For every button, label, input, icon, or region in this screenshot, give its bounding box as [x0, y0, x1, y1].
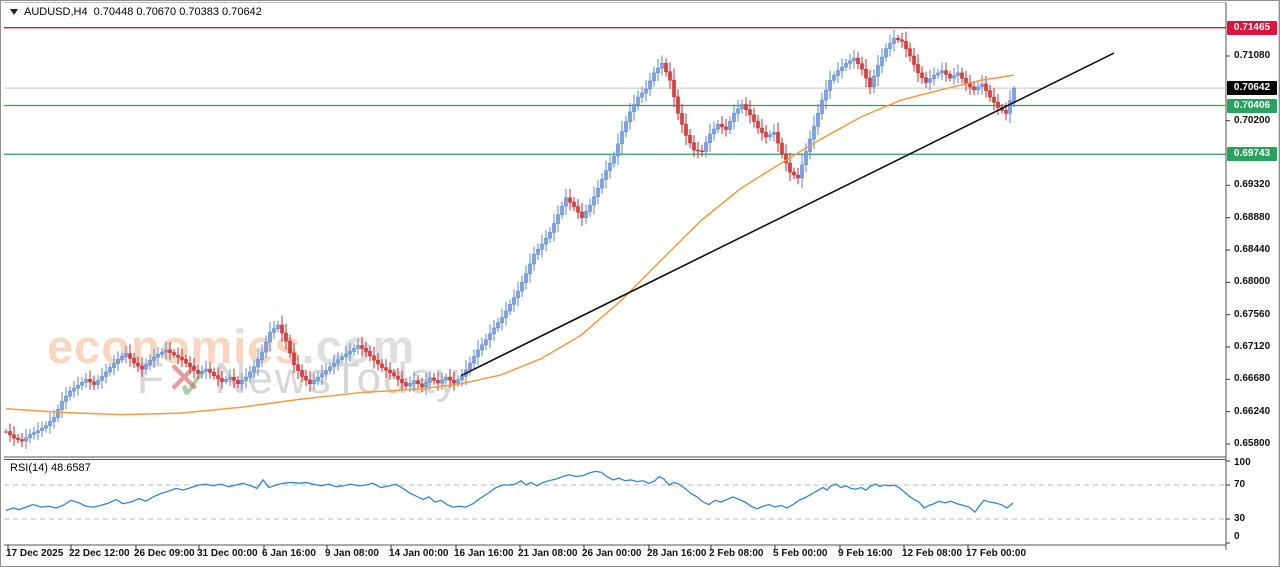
symbol-title: AUDUSD,H4: [24, 6, 88, 18]
rsi-indicator-label: RSI(14) 48.6587: [10, 462, 91, 474]
time-axis-label: 6 Jan 16:00: [262, 548, 316, 559]
symbol-ohlc-values: 0.70448 0.70670 0.70383 0.70642: [93, 6, 262, 18]
price-axis-tick-label: 0.71080: [1234, 50, 1271, 61]
symbol-dropdown-icon[interactable]: [10, 9, 18, 15]
price-axis-tick-label: 0.67560: [1234, 308, 1271, 320]
price-axis[interactable]: 0.71080 0.70200 0.69320 0.68880 0.68440 0.680…: [1226, 1, 1279, 545]
price-axis-tick-label: 0.69320: [1234, 179, 1271, 191]
symbol-info-bar: AUDUSD,H4 0.70448 0.70670 0.70383 0.7064…: [10, 6, 262, 18]
rsi-axis-tick-label: 100: [1234, 457, 1251, 468]
price-axis-tick-label: 0.67120: [1234, 341, 1271, 352]
time-axis-label: 26 Dec 09:00: [134, 548, 195, 559]
time-axis-label: 31 Dec 00:00: [197, 548, 258, 559]
window-right-edge: [1278, 1, 1279, 566]
price-axis-tick-label: 0.66240: [1234, 405, 1271, 417]
price-axis-tick-label: 0.68880: [1234, 211, 1271, 223]
current-price-badge: 0.70642: [1227, 81, 1277, 96]
time-axis-label: 2 Feb 08:00: [709, 548, 764, 559]
price-axis-tick-label: 0.70200: [1234, 114, 1271, 126]
support-level-1-badge: 0.70406: [1227, 98, 1277, 113]
price-axis-tick-label: 0.68440: [1234, 244, 1271, 255]
price-axis-tick-label: 0.65800: [1234, 438, 1271, 449]
time-axis-label: 28 Jan 16:00: [647, 548, 707, 559]
resistance-level-badge: 0.71465: [1227, 20, 1277, 35]
time-axis-label: 16 Jan 16:00: [454, 548, 514, 559]
rsi-axis-tick-label: 30: [1234, 513, 1246, 524]
time-axis-label: 22 Dec 12:00: [69, 548, 130, 559]
price-axis-tick-label: 0.68000: [1234, 276, 1271, 288]
time-axis-label: 17 Feb 00:00: [966, 548, 1027, 559]
time-axis-label: 17 Dec 2025: [6, 548, 64, 559]
rsi-axis-tick-label: 0: [1234, 531, 1240, 542]
time-axis-label: 21 Jan 08:00: [518, 548, 578, 559]
time-axis-label: 9 Jan 08:00: [325, 548, 379, 559]
time-axis-label: 12 Feb 08:00: [902, 548, 963, 559]
time-axis-label: 14 Jan 00:00: [389, 548, 449, 559]
time-axis-label: 9 Feb 16:00: [838, 548, 893, 559]
price-axis-tick-label: 0.66680: [1234, 373, 1271, 385]
time-axis-label: 5 Feb 00:00: [773, 548, 828, 559]
time-axis[interactable]: 17 Dec 2025 22 Dec 12:00 26 Dec 09:00 31 De…: [1, 547, 1279, 565]
support-level-2-badge: 0.69743: [1227, 147, 1277, 162]
time-axis-label: 26 Jan 00:00: [582, 548, 642, 559]
rsi-axis-tick-label: 70: [1234, 479, 1246, 490]
